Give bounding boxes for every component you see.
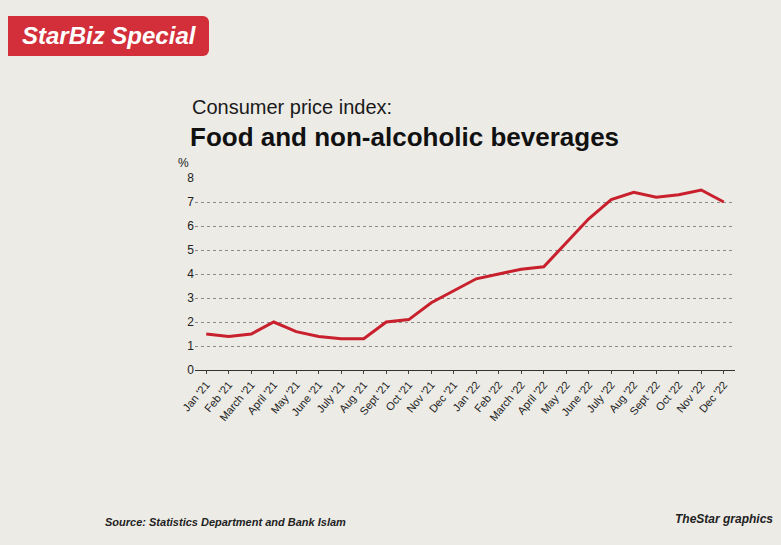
svg-text:April '22: April '22	[515, 379, 550, 417]
svg-text:Feb '22: Feb '22	[472, 379, 505, 415]
svg-text:8: 8	[187, 171, 194, 185]
svg-text:April '21: April '21	[245, 379, 280, 417]
html-text:Source: Statistics Department: Source: Statistics Department and Bank I…	[105, 516, 346, 528]
svg-text:Oct '21: Oct '21	[383, 379, 414, 413]
svg-text:Nov '22: Nov '22	[674, 379, 707, 415]
html-text:StarBiz Special: StarBiz Special	[22, 22, 196, 49]
svg-text:Aug '22: Aug '22	[607, 379, 640, 415]
svg-text:2: 2	[187, 315, 194, 329]
svg-text:July '21: July '21	[314, 379, 347, 415]
svg-text:4: 4	[187, 267, 194, 281]
svg-text:Dec '22: Dec '22	[697, 379, 730, 415]
svg-text:June '22: June '22	[559, 379, 595, 418]
svg-text:Sept '22: Sept '22	[627, 379, 662, 417]
svg-text:Jan '21: Jan '21	[180, 379, 212, 414]
html-text:Food and non-alcoholic beverag: Food and non-alcoholic beverages	[190, 122, 620, 152]
html-text:TheStar graphics: TheStar graphics	[675, 512, 773, 526]
svg-text:June '21: June '21	[289, 379, 325, 418]
svg-text:3: 3	[187, 291, 194, 305]
svg-text:Aug '21: Aug '21	[337, 379, 370, 415]
svg-text:Oct '22: Oct '22	[653, 379, 684, 413]
svg-text:July '22: July '22	[584, 379, 617, 415]
svg-text:6: 6	[187, 219, 194, 233]
svg-text:May '22: May '22	[538, 379, 572, 416]
svg-text:March '21: March '21	[217, 379, 257, 423]
svg-text:March '22: March '22	[487, 379, 527, 423]
svg-text:7: 7	[187, 195, 194, 209]
svg-text:May '21: May '21	[268, 379, 302, 416]
svg-text:Nov '21: Nov '21	[404, 379, 437, 415]
svg-text:Feb '21: Feb '21	[202, 379, 235, 415]
html-text:Consumer price index:: Consumer price index:	[192, 96, 393, 118]
svg-text:Jan '22: Jan '22	[450, 379, 482, 414]
svg-text:%: %	[178, 156, 189, 170]
svg-text:5: 5	[187, 243, 194, 257]
svg-text:0: 0	[187, 363, 194, 377]
svg-text:1: 1	[187, 339, 194, 353]
svg-text:Dec '21: Dec '21	[427, 379, 460, 415]
svg-text:Sept '21: Sept '21	[357, 379, 392, 417]
